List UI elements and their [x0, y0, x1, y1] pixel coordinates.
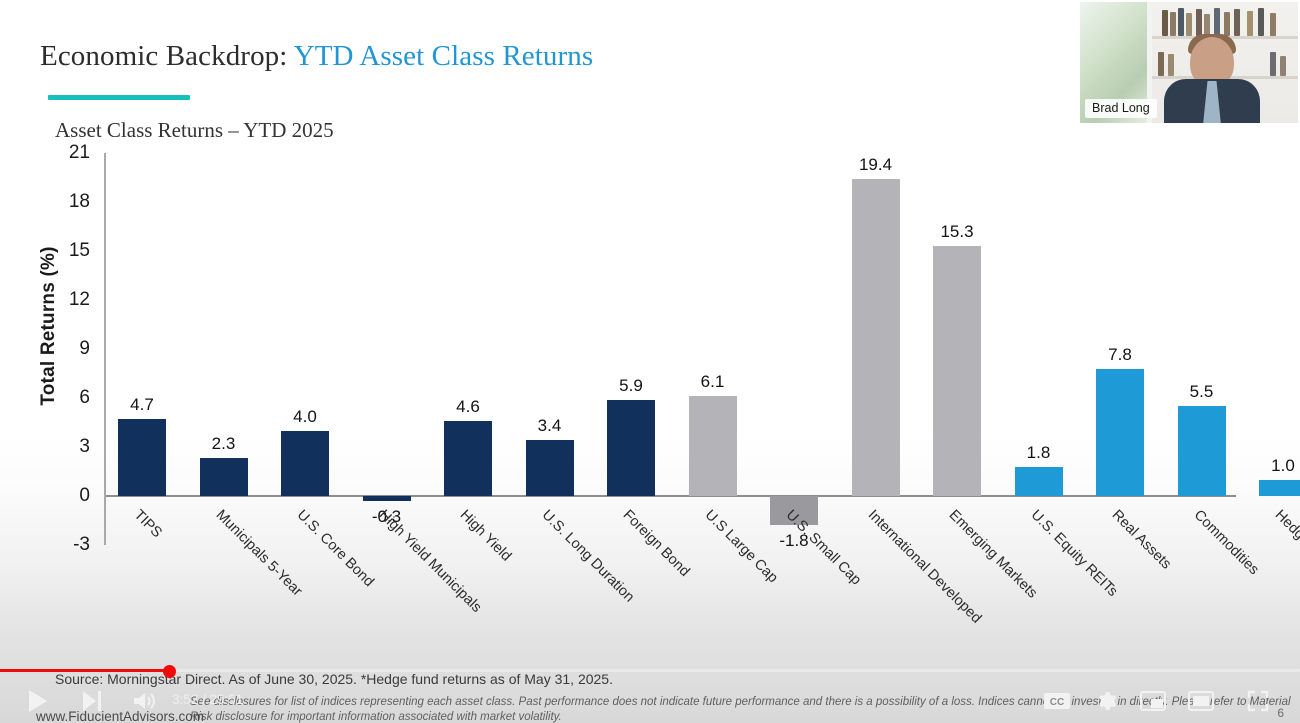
bar-rect [770, 496, 818, 526]
bar-chart: Total Returns (%) 21 18 15 12 9 6 3 0 -3 4.7 TIPS… [0, 142, 1300, 627]
bar-column: 15.3 Emerging Markets [933, 145, 1040, 602]
zero-baseline [106, 495, 1236, 497]
progress-scrubber-handle[interactable] [163, 665, 176, 678]
bar-value-label: 1.0 [1271, 455, 1295, 475]
y-axis-tick-label: 12 [68, 289, 90, 310]
bar-column: 3.4 U.S. Long Duration [525, 145, 637, 606]
bar-column: 4.7 TIPS [118, 145, 166, 555]
x-axis-category-label: Commodities [1190, 507, 1262, 579]
speaker-head [1190, 37, 1234, 87]
slide-page-number: 6 [1277, 706, 1284, 720]
y-axis-tick-label: -3 [73, 534, 90, 555]
disclaimer-line-1: See disclosures for list of indices repr… [190, 696, 1291, 708]
bar-rect [525, 440, 574, 496]
y-axis-ticks: 21 18 15 12 9 6 3 0 -3 [44, 142, 90, 555]
bar-column: -0.3 High Yield Municipals [362, 145, 484, 616]
bar-rect [1096, 368, 1144, 496]
bar-column: 1.8 U.S. Equity REITs [1014, 145, 1120, 600]
x-axis-category-label: Real Assets [1108, 507, 1175, 573]
bar-value-label: 5.5 [1189, 382, 1214, 402]
bar-column: -1.8 U.S. Small Cap [770, 145, 864, 588]
svg-text:CC: CC [1050, 697, 1064, 708]
bar-column: 7.8 Real Assets [1096, 145, 1174, 572]
theater-mode-icon[interactable] [1186, 687, 1216, 715]
x-axis-category-label: Foreign Bond [619, 507, 693, 580]
bar-column: 5.9 Foreign Bond [607, 145, 693, 580]
progress-bar-played [0, 669, 169, 672]
bar-rect [362, 496, 411, 501]
bar-value-label: -0.3 [371, 506, 402, 526]
y-axis-tick-label: 3 [79, 436, 90, 457]
speaker-video-thumbnail[interactable]: Brad Long [1078, 0, 1300, 125]
bar-column: 1.0 Hedge Funds* [1259, 145, 1300, 584]
bar-rect [851, 179, 900, 496]
bar-value-label: 4.7 [130, 395, 154, 415]
source-note: Source: Morningstar Direct. As of June 3… [55, 671, 613, 687]
bar-column: 4.0 U.S. Core Bond [281, 145, 377, 590]
bar-rect [688, 396, 737, 496]
fullscreen-icon[interactable] [1244, 687, 1272, 715]
y-axis-tick-label: 6 [79, 387, 90, 408]
play-icon[interactable] [24, 687, 52, 715]
x-axis-category-label: Hedge Funds* [1271, 507, 1300, 584]
plot-area: 4.7 TIPS 2.3 Municipals 5-Year 4.0 U.S. Core … [106, 145, 1300, 627]
bar-column: 5.5 Commodities [1177, 145, 1261, 578]
website-url: www.FiducientAdvisors.com [36, 709, 205, 723]
y-axis-tick-label: 18 [68, 191, 90, 212]
time-display: 3:52 / 29:51 [172, 692, 244, 707]
bar-value-label: 5.9 [619, 375, 643, 395]
bar-rect [933, 246, 981, 496]
speaker-name-label: Brad Long [1085, 99, 1157, 118]
bar-value-label: 1.8 [1026, 442, 1051, 462]
bar-rect [281, 430, 329, 496]
y-axis-tick-label: 21 [68, 142, 90, 163]
disclaimer-line-2: Risk disclosure for important informatio… [190, 711, 562, 723]
bar-value-label: 15.3 [940, 222, 974, 242]
bar-value-label: 2.3 [211, 434, 236, 454]
speaker-avatar [1164, 34, 1260, 123]
closed-captions-icon[interactable]: CC [1042, 687, 1072, 715]
chart-title: Asset Class Returns – YTD 2025 [55, 118, 334, 142]
next-video-icon[interactable] [78, 687, 106, 715]
bar-value-label: 4.0 [293, 406, 317, 426]
x-axis-category-label: TIPS [130, 507, 165, 542]
video-player-controls: 3:52 / 29:51 CC [0, 665, 1300, 723]
y-axis-tick-label: 15 [68, 240, 90, 261]
bar-rect [607, 399, 655, 496]
bar-value-label: 19.4 [858, 155, 893, 175]
bar-rect [1177, 406, 1226, 496]
bar-value-label: -1.8 [779, 531, 809, 551]
bar-value-label: 3.4 [537, 416, 562, 436]
page-title-accent: YTD Asset Class Returns [293, 40, 594, 72]
volume-icon[interactable] [130, 687, 158, 715]
bar-column: 6.1 U.S Large Cap [688, 145, 780, 586]
bar-column: 19.4 International Developed [851, 145, 984, 627]
y-axis-line [104, 153, 106, 545]
y-axis-tick-label: 0 [79, 485, 90, 506]
speaker-shirt [1203, 81, 1221, 123]
gear-icon[interactable] [1092, 687, 1120, 715]
bar-rect [1014, 466, 1063, 496]
bar-column: 4.6 High Yield [444, 145, 514, 564]
bar-value-label: 6.1 [700, 372, 725, 392]
y-axis-tick-label: 9 [79, 338, 90, 359]
bar-value-label: 4.6 [456, 396, 480, 416]
progress-bar-track[interactable] [0, 665, 1300, 678]
bar-rect [199, 458, 248, 496]
miniplayer-icon[interactable] [1138, 687, 1168, 715]
bar-rect [444, 420, 492, 496]
title-underline-rule [48, 95, 190, 100]
bar-rect [118, 419, 166, 496]
page-title: Economic Backdrop: YTD Asset Class Retur… [40, 40, 593, 73]
x-axis-category-label: High Yield [456, 507, 515, 565]
bar-value-label: 7.8 [1108, 344, 1132, 364]
bar-column: 2.3 Municipals 5-Year [199, 145, 305, 599]
bar-rect [1259, 479, 1300, 496]
page-title-main: Economic Backdrop: [40, 40, 294, 72]
